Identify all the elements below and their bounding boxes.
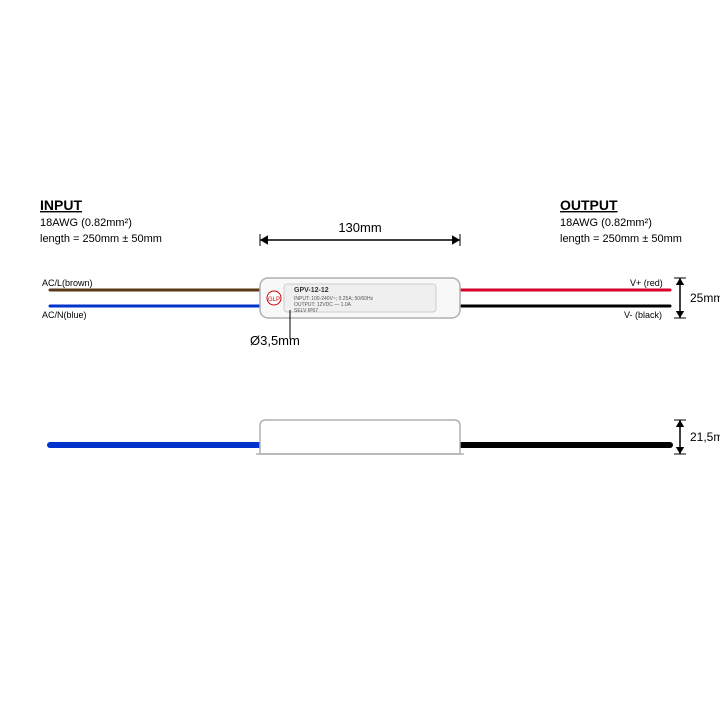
input-awg: 18AWG (0.82mm²) [40,217,132,229]
label-v-plus: V+ (red) [630,278,663,288]
dim-length-label: 130mm [338,220,381,235]
output-awg: 18AWG (0.82mm²) [560,217,652,229]
input-len: length = 250mm ± 50mm [40,233,162,245]
label-ac-l: AC/L(brown) [42,278,93,288]
dim-cable-dia: Ø3,5mm [250,333,300,348]
device-brand: GLP [268,297,280,303]
input-heading: INPUT [40,197,82,213]
device-spec3: SELV IP67 [294,308,318,314]
output-len: length = 250mm ± 50mm [560,233,682,245]
dim-height-label: 21,5mm [690,430,720,444]
output-heading: OUTPUT [560,197,618,213]
device-model: GPV-12-12 [294,287,329,294]
device-body-side [260,420,460,454]
dim-width-label: 25mm [690,291,720,305]
label-v-minus: V- (black) [624,310,662,320]
label-ac-n: AC/N(blue) [42,310,87,320]
